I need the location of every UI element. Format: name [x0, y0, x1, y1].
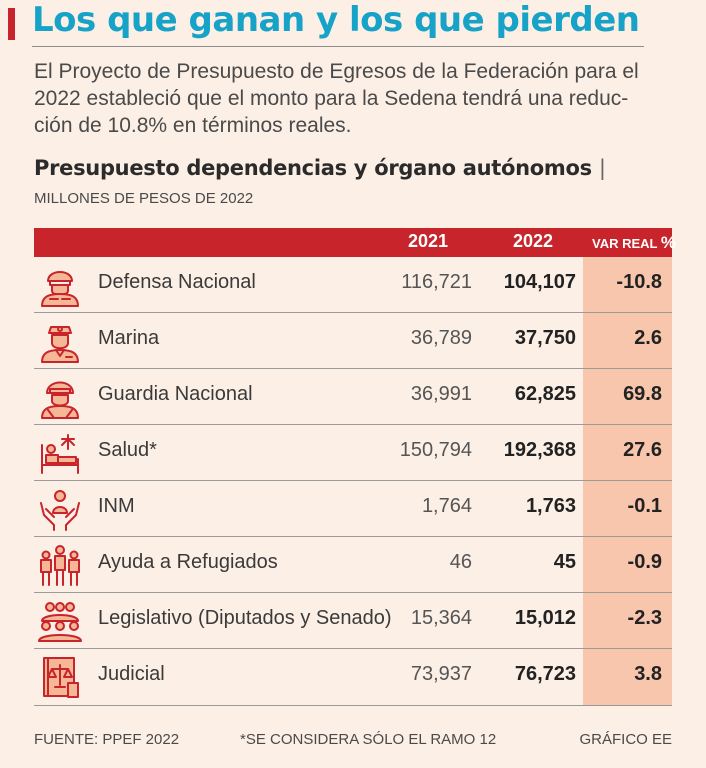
row-divider — [34, 592, 672, 593]
row-var-real: 69.8 — [623, 383, 662, 405]
intro-line-2: 2022 estableció que el monto para la Sed… — [34, 87, 629, 110]
percent-label: % — [660, 233, 676, 252]
intro-line-3: ción de 10.8% en términos reales. — [34, 114, 352, 137]
row-divider — [34, 536, 672, 537]
table-row: Marina 36,789 37,750 2.6 — [34, 313, 672, 369]
page-title: Los que ganan y los que pierden — [32, 0, 640, 40]
guard-icon — [38, 375, 82, 419]
var-column-highlight — [583, 257, 672, 705]
column-header-2021: 2021 — [408, 231, 449, 251]
row-name: Ayuda a Refugiados — [98, 551, 278, 573]
row-value-2021: 15,364 — [410, 607, 472, 629]
row-divider — [34, 368, 672, 369]
table-row: Defensa Nacional 116,721 104,107 -10.8 — [34, 257, 672, 313]
row-name: Salud* — [98, 439, 157, 461]
soldier-icon — [38, 263, 82, 307]
table-row: Judicial 73,937 76,723 3.8 — [34, 649, 672, 705]
row-value-2022: 45 — [553, 551, 576, 573]
row-divider — [34, 312, 672, 313]
table-row: Guardia Nacional 36,991 62,825 69.8 — [34, 369, 672, 425]
row-value-2021: 116,721 — [401, 271, 472, 293]
table-title-separator: | — [598, 156, 606, 180]
row-value-2021: 46 — [449, 551, 472, 573]
row-name: Judicial — [98, 663, 165, 685]
footer-source: FUENTE: PPEF 2022 — [34, 731, 180, 748]
column-header-var-real: VAR REAL % — [592, 233, 676, 253]
hospital-bed-icon — [38, 431, 82, 475]
table-row: Salud* 150,794 192,368 27.6 — [34, 425, 672, 481]
row-value-2022: 1,763 — [525, 495, 576, 517]
justice-book-icon — [38, 655, 82, 699]
row-value-2021: 73,937 — [410, 663, 472, 685]
table-row: Ayuda a Refugiados 46 45 -0.9 — [34, 537, 672, 593]
hands-person-icon — [38, 487, 82, 531]
row-name: Defensa Nacional — [98, 271, 256, 293]
refugees-icon — [38, 543, 82, 587]
title-divider — [32, 46, 644, 47]
sailor-icon — [38, 319, 82, 363]
row-value-2022: 15,012 — [514, 607, 576, 629]
row-value-2021: 36,789 — [410, 327, 472, 349]
column-header-2022: 2022 — [513, 231, 554, 251]
row-name: Legislativo (Diputados y Senado) — [98, 607, 392, 629]
row-var-real: -0.9 — [627, 551, 662, 573]
row-name: INM — [98, 495, 135, 517]
title-accent-bar — [8, 8, 15, 40]
row-value-2022: 37,750 — [514, 327, 576, 349]
row-value-2022: 104,107 — [503, 271, 576, 293]
row-name: Marina — [98, 327, 160, 349]
var-real-label: VAR REAL — [592, 236, 658, 251]
row-value-2022: 76,723 — [514, 663, 576, 685]
row-var-real: 3.8 — [634, 663, 662, 685]
intro-paragraph: El Proyecto de Presupuesto de Egresos de… — [34, 58, 674, 139]
footer-credit: GRÁFICO EE — [579, 731, 672, 748]
table-row: INM 1,764 1,763 -0.1 — [34, 481, 672, 537]
row-var-real: -10.8 — [616, 271, 662, 293]
table-title: Presupuesto dependencias y órgano autóno… — [34, 156, 606, 180]
intro-line-1: El Proyecto de Presupuesto de Egresos de… — [34, 60, 639, 83]
row-divider — [34, 424, 672, 425]
row-value-2021: 36,991 — [410, 383, 472, 405]
row-var-real: 2.6 — [634, 327, 662, 349]
table-title-text: Presupuesto dependencias y órgano autóno… — [34, 156, 592, 180]
row-name: Guardia Nacional — [98, 383, 253, 405]
footer-note: *SE CONSIDERA SÓLO EL RAMO 12 — [240, 731, 497, 748]
row-divider — [34, 648, 672, 649]
table-bottom-rule — [34, 705, 672, 706]
row-var-real: 27.6 — [623, 439, 662, 461]
table-row: Legislativo (Diputados y Senado) 15,364 15… — [34, 593, 672, 649]
group-people-icon — [38, 599, 82, 643]
row-divider — [34, 480, 672, 481]
table-header: 2021 2022 VAR REAL % — [34, 228, 676, 257]
row-value-2022: 192,368 — [503, 439, 576, 461]
row-var-real: -2.3 — [627, 607, 662, 629]
row-value-2021: 150,794 — [399, 439, 472, 461]
table-units: MILLONES DE PESOS DE 2022 — [34, 190, 254, 207]
row-value-2021: 1,764 — [421, 495, 472, 517]
row-value-2022: 62,825 — [514, 383, 576, 405]
row-var-real: -0.1 — [627, 495, 662, 517]
